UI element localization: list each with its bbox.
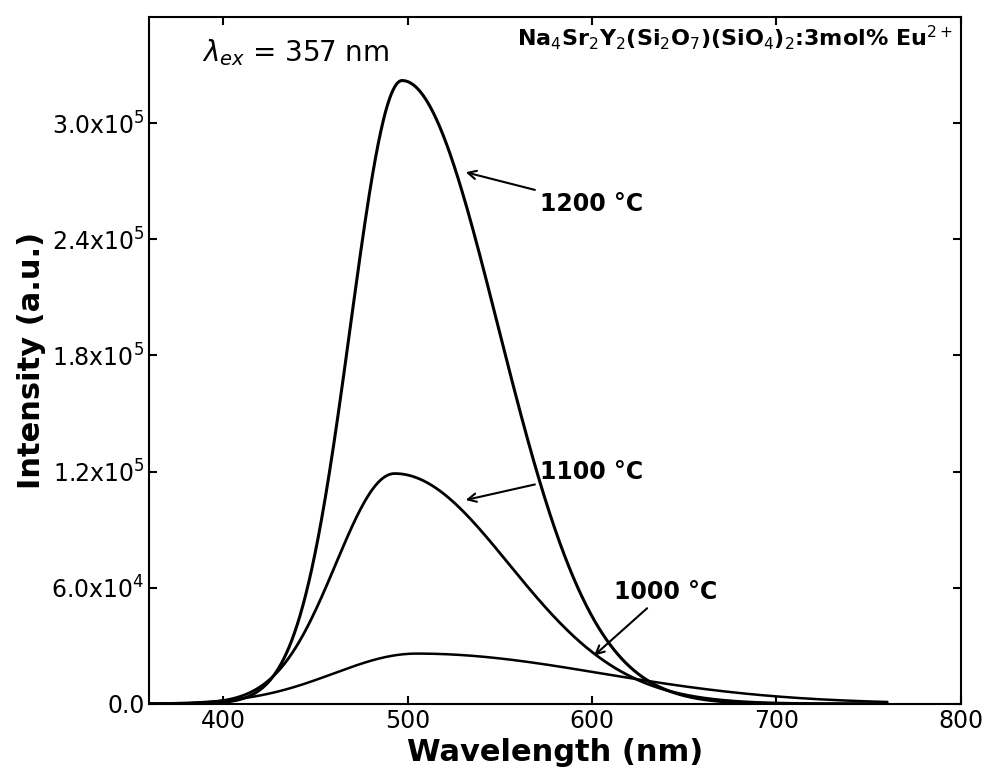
Text: Na$_4$Sr$_2$Y$_2$(Si$_2$O$_7$)(SiO$_4$)$_2$:3mol% Eu$^{2+}$: Na$_4$Sr$_2$Y$_2$(Si$_2$O$_7$)(SiO$_4$)$…: [517, 24, 953, 53]
Text: 1000 °C: 1000 °C: [596, 579, 717, 654]
X-axis label: Wavelength (nm): Wavelength (nm): [407, 739, 703, 768]
Y-axis label: Intensity (a.u.): Intensity (a.u.): [17, 232, 46, 489]
Text: 1200 °C: 1200 °C: [468, 171, 643, 216]
Text: $\lambda_{ex}$ = 357 nm: $\lambda_{ex}$ = 357 nm: [202, 38, 389, 68]
Text: 1100 °C: 1100 °C: [468, 459, 643, 502]
